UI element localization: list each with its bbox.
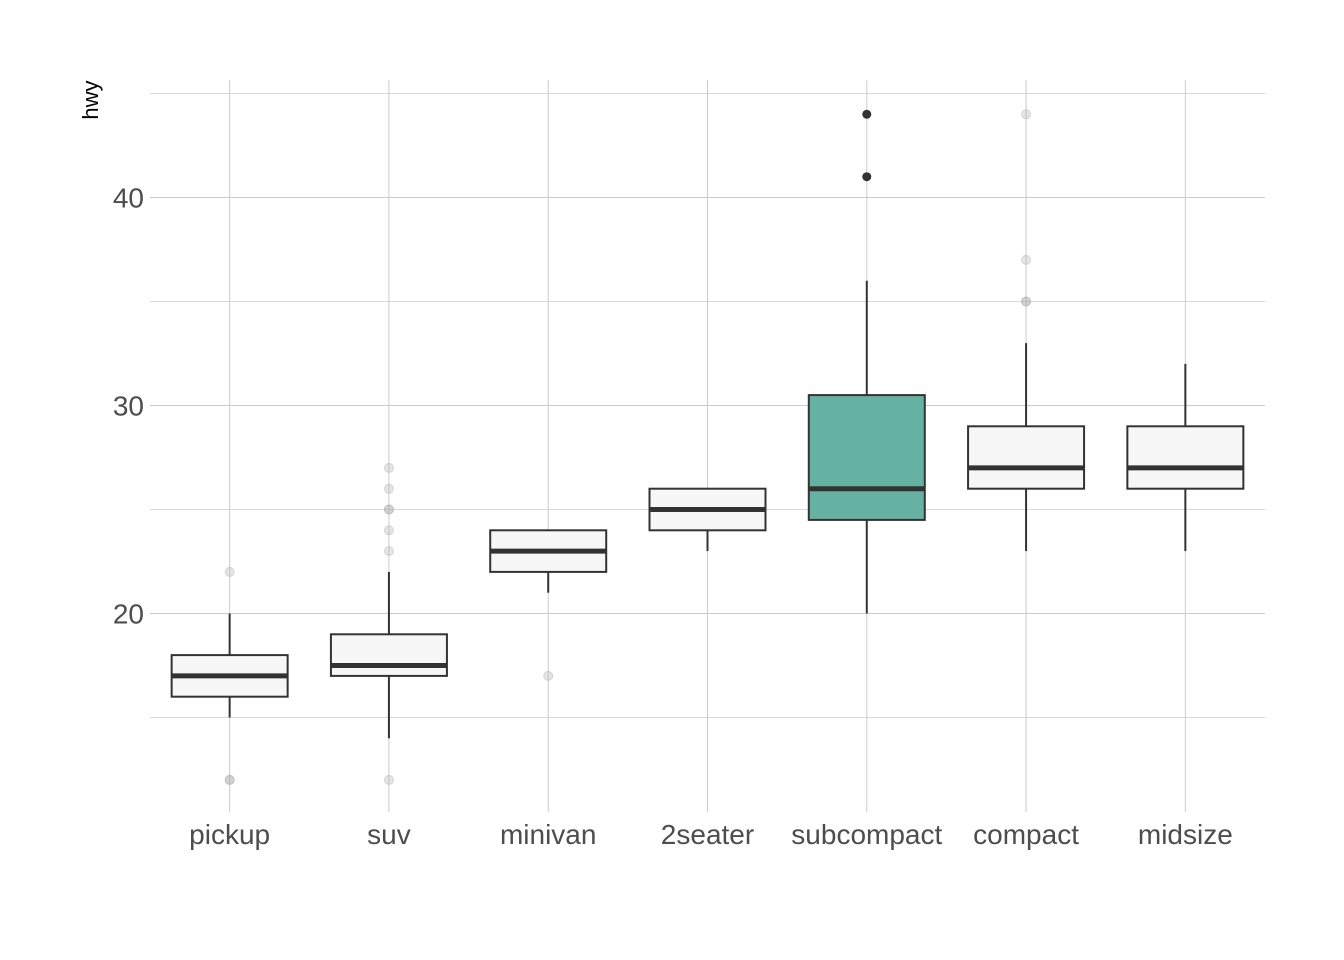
outlier-point (1021, 254, 1032, 265)
grid (150, 80, 1265, 812)
boxes (170, 109, 1245, 785)
box-body (967, 425, 1086, 490)
box-pickup (170, 566, 289, 785)
box-subcompact (807, 109, 926, 614)
outlier-point (383, 774, 394, 785)
y-tick-label: 40 (113, 183, 144, 214)
box-compact (967, 109, 1086, 552)
x-tick-label: suv (367, 819, 411, 850)
box-body (1126, 425, 1245, 490)
box-suv (329, 462, 448, 785)
box-body (329, 633, 448, 677)
outlier-point (862, 109, 872, 119)
outlier-point (1021, 109, 1032, 120)
outlier-point (224, 774, 235, 785)
outlier-point (224, 774, 235, 785)
x-tick-label: pickup (189, 819, 270, 850)
box-minivan (489, 529, 608, 681)
y-tick-label: 30 (113, 391, 144, 422)
outlier-point (383, 525, 394, 536)
x-tick-label: midsize (1138, 819, 1233, 850)
outlier-point (1021, 296, 1032, 307)
box-body (807, 394, 926, 521)
box-midsize (1126, 363, 1245, 552)
x-tick-label: subcompact (791, 819, 942, 850)
x-tick-label: minivan (500, 819, 596, 850)
box-2seater (648, 487, 767, 552)
outlier-point (383, 483, 394, 494)
x-tick-labels: pickup suv minivan 2seater subcompact compact… (189, 819, 1233, 850)
outlier-point (383, 504, 394, 515)
outlier-point (383, 546, 394, 557)
y-tick-label: 20 (113, 599, 144, 630)
y-tick-labels: 20 30 40 (113, 183, 144, 630)
x-tick-label: compact (973, 819, 1079, 850)
outlier-point (224, 566, 235, 577)
x-tick-label: 2seater (661, 819, 754, 850)
outlier-point (383, 462, 394, 473)
y-axis-title: hwy (78, 80, 103, 119)
outlier-point (1021, 296, 1032, 307)
outlier-point (862, 172, 872, 182)
outlier-point (383, 504, 394, 515)
outlier-point (543, 670, 554, 681)
